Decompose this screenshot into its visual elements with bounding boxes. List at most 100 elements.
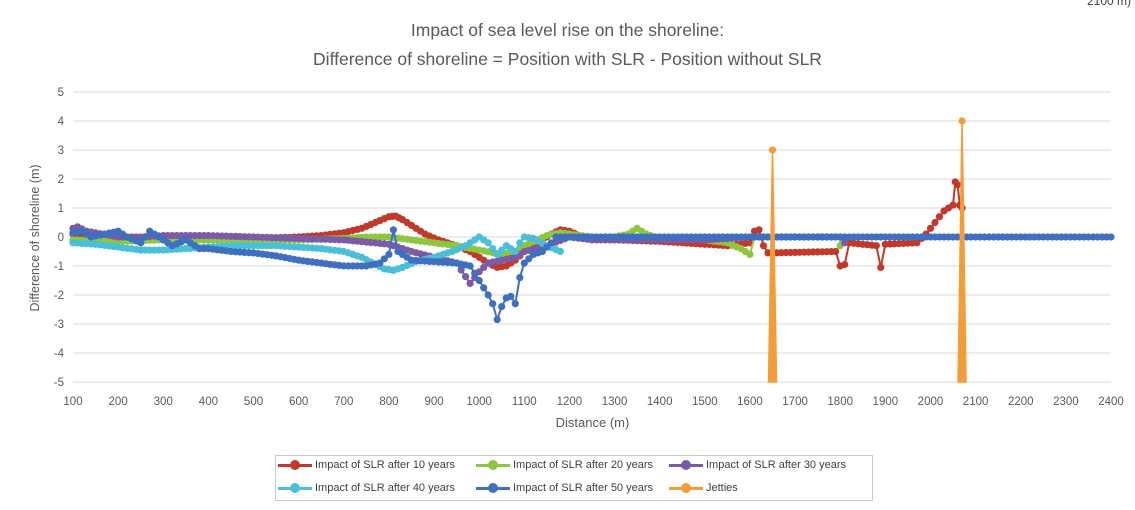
legend-swatch-icon <box>669 481 703 495</box>
chart-title-line-1: Impact of sea level rise on the shorelin… <box>410 20 725 40</box>
data-point <box>538 247 547 256</box>
data-point <box>489 300 497 308</box>
data-point <box>462 273 470 281</box>
legend-label: Impact of SLR after 10 years <box>315 459 456 471</box>
legend-swatch-icon <box>669 458 703 472</box>
legend-swatch-icon <box>278 481 312 495</box>
x-tick-label: 2000 <box>918 396 944 408</box>
data-point <box>1107 233 1115 241</box>
y-tick-label: -2 <box>54 290 64 302</box>
chart-title-line-2: Difference of shoreline = Position with … <box>313 49 822 69</box>
data-point <box>877 263 885 271</box>
jetty-mark <box>767 149 778 383</box>
data-point <box>516 274 524 282</box>
x-tick-label: 800 <box>379 396 398 408</box>
x-tick-label: 900 <box>424 396 443 408</box>
data-point <box>954 181 962 189</box>
x-tick-label: 2300 <box>1053 396 1079 408</box>
data-point <box>935 213 944 221</box>
data-point <box>137 239 145 247</box>
data-point <box>498 303 506 311</box>
data-point <box>493 250 501 258</box>
legend-label: Impact of SLR after 50 years <box>513 482 654 494</box>
data-point <box>931 218 939 227</box>
data-point <box>949 201 957 209</box>
data-point <box>480 263 488 271</box>
legend-label: Impact of SLR after 40 years <box>315 482 456 494</box>
x-tick-label: 500 <box>244 396 263 408</box>
y-tick-label: -5 <box>54 377 64 389</box>
x-tick-label: 400 <box>199 396 218 408</box>
jetty-point <box>768 146 777 154</box>
data-point <box>480 284 488 292</box>
data-point <box>385 250 393 258</box>
corner-text: 2100 m) <box>1086 0 1131 8</box>
data-point <box>872 242 880 250</box>
data-point <box>511 300 519 308</box>
data-point <box>466 262 474 270</box>
x-tick-label: 1400 <box>647 396 673 408</box>
data-point <box>832 247 840 256</box>
x-tick-label: 300 <box>154 396 173 408</box>
x-tick-label: 1600 <box>737 396 763 408</box>
x-axis-label: Distance (m) <box>555 415 630 430</box>
x-tick-label: 200 <box>109 396 128 408</box>
series-2 <box>69 223 849 287</box>
y-axis-label: Difference of shoreline (m) <box>28 164 42 312</box>
y-tick-label: 5 <box>58 87 64 99</box>
y-tick-label: 0 <box>58 232 64 244</box>
legend-item: Impact of SLR after 50 years <box>476 481 653 495</box>
legend-label: Impact of SLR after 30 years <box>706 459 847 471</box>
data-point <box>755 226 763 234</box>
data-point <box>471 269 479 277</box>
x-tick-label: 1300 <box>602 396 628 408</box>
legend-swatch-icon <box>278 458 312 472</box>
x-tick-label: 1200 <box>557 396 583 408</box>
y-tick-label: 3 <box>58 145 64 157</box>
data-point <box>746 250 754 258</box>
legend-swatch-icon <box>476 481 510 495</box>
chart-legend: Impact of SLR after 10 years Impact of SL… <box>275 455 873 501</box>
x-tick-label: 1800 <box>827 396 853 408</box>
x-tick-label: 2200 <box>1008 396 1034 408</box>
x-tick-label: 1000 <box>466 396 492 408</box>
data-point <box>380 255 388 263</box>
legend-item: Impact of SLR after 20 years <box>476 458 653 472</box>
data-point <box>543 243 551 251</box>
y-tick-label: -3 <box>54 319 64 331</box>
legend-item: Jetties <box>669 481 738 495</box>
x-tick-label: 1100 <box>512 396 537 408</box>
series-4 <box>69 226 1115 324</box>
data-point <box>493 316 501 324</box>
data-point <box>841 239 849 247</box>
legend-label: Jetties <box>706 482 738 494</box>
x-tick-label: 1900 <box>873 396 899 408</box>
legend-item: Impact of SLR after 10 years <box>278 458 455 472</box>
data-point <box>525 255 533 263</box>
data-point <box>484 291 492 299</box>
data-point <box>913 239 921 247</box>
data-point <box>498 246 506 254</box>
x-tick-label: 2400 <box>1098 396 1124 408</box>
data-point <box>520 259 528 267</box>
legend-item: Impact of SLR after 30 years <box>669 458 846 472</box>
data-point <box>475 276 483 285</box>
data-point <box>556 247 565 256</box>
x-tick-label: 1700 <box>782 396 808 408</box>
data-point <box>457 266 465 274</box>
x-tick-label: 700 <box>334 396 353 408</box>
data-point <box>507 292 515 300</box>
data-point <box>376 259 384 267</box>
jetty-mark <box>957 120 967 383</box>
data-point <box>466 279 474 287</box>
data-point <box>759 242 768 250</box>
y-tick-label: 1 <box>58 203 64 215</box>
data-point <box>511 247 519 256</box>
data-point <box>926 224 935 232</box>
data-point <box>141 233 149 241</box>
y-tick-label: 4 <box>58 116 65 128</box>
legend-label: Impact of SLR after 20 years <box>513 459 654 471</box>
y-tick-label: 2 <box>58 174 64 186</box>
